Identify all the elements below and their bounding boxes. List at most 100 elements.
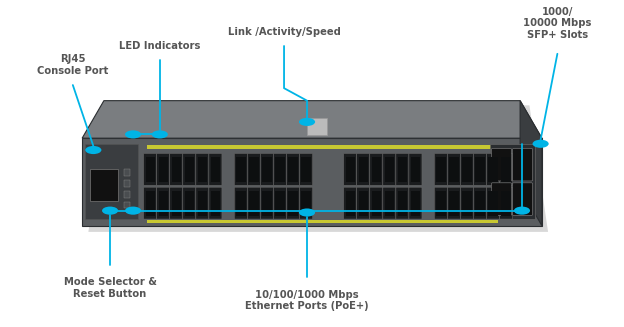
Bar [124,201,130,208]
Bar [262,157,271,182]
Bar [172,191,181,215]
Circle shape [102,207,118,215]
Bar [198,157,207,182]
Bar [490,145,535,219]
FancyBboxPatch shape [357,153,370,185]
Bar [449,191,459,215]
FancyBboxPatch shape [434,153,447,185]
FancyBboxPatch shape [396,187,409,219]
FancyBboxPatch shape [447,153,461,185]
Bar [475,191,485,215]
Bar [397,191,407,215]
FancyBboxPatch shape [409,187,422,219]
Bar [502,191,511,215]
Bar [262,191,271,215]
Bar [124,191,130,198]
Circle shape [125,130,141,138]
FancyBboxPatch shape [513,183,532,215]
Bar [185,157,194,182]
FancyBboxPatch shape [492,148,512,181]
Bar [372,191,381,215]
FancyBboxPatch shape [196,153,209,185]
Bar [462,191,472,215]
Text: RJ45
Console Port: RJ45 Console Port [37,54,109,76]
Bar [124,180,130,187]
Bar [249,191,258,215]
FancyBboxPatch shape [300,187,313,219]
Circle shape [299,118,315,126]
Bar [198,191,207,215]
FancyBboxPatch shape [157,153,170,185]
FancyBboxPatch shape [500,153,513,185]
Bar [301,191,311,215]
FancyBboxPatch shape [157,187,170,219]
Bar [82,138,542,226]
Circle shape [532,140,548,148]
Bar [384,191,394,215]
FancyBboxPatch shape [513,148,532,181]
Bar [411,191,420,215]
Text: 10/100/1000 Mbps
Ethernet Ports (PoE+): 10/100/1000 Mbps Ethernet Ports (PoE+) [245,290,369,311]
FancyBboxPatch shape [409,153,422,185]
Bar [359,191,368,215]
FancyBboxPatch shape [357,187,370,219]
FancyBboxPatch shape [260,153,273,185]
Bar [462,157,472,182]
FancyBboxPatch shape [183,153,196,185]
Bar [436,191,446,215]
Bar [147,145,499,149]
Bar [124,169,130,176]
Bar [489,191,498,215]
Bar [301,157,311,182]
Bar [275,191,285,215]
Text: Mode Selector &
Reset Button: Mode Selector & Reset Button [64,277,157,299]
FancyBboxPatch shape [344,153,357,185]
Bar [346,157,355,182]
Circle shape [85,146,102,154]
Bar [288,191,298,215]
FancyBboxPatch shape [396,153,409,185]
Bar [397,157,407,182]
FancyBboxPatch shape [235,153,247,185]
Polygon shape [82,101,542,138]
Bar [384,157,394,182]
FancyBboxPatch shape [286,187,300,219]
FancyBboxPatch shape [383,153,396,185]
FancyBboxPatch shape [273,187,286,219]
Circle shape [125,207,141,215]
Bar [502,157,511,182]
Polygon shape [89,105,548,232]
Bar [211,191,220,215]
Bar [147,220,499,222]
FancyBboxPatch shape [170,153,183,185]
Circle shape [152,130,168,138]
Bar [211,157,220,182]
FancyBboxPatch shape [370,187,383,219]
Bar [158,191,168,215]
Bar [145,191,155,215]
Bar [288,157,298,182]
Bar [307,118,327,135]
FancyBboxPatch shape [170,187,183,219]
FancyBboxPatch shape [144,153,157,185]
Bar [90,169,117,201]
Bar [411,157,420,182]
FancyBboxPatch shape [144,187,157,219]
Bar [489,157,498,182]
Bar [145,157,155,182]
FancyBboxPatch shape [286,153,300,185]
Bar [85,145,138,219]
FancyBboxPatch shape [209,187,222,219]
Text: Link /Activity/Speed: Link /Activity/Speed [228,26,341,37]
FancyBboxPatch shape [447,187,461,219]
Bar [249,157,258,182]
FancyBboxPatch shape [474,153,487,185]
FancyBboxPatch shape [260,187,273,219]
Bar [359,157,368,182]
FancyBboxPatch shape [383,187,396,219]
FancyBboxPatch shape [492,183,512,215]
FancyBboxPatch shape [370,153,383,185]
FancyBboxPatch shape [474,187,487,219]
Circle shape [514,207,530,215]
FancyBboxPatch shape [183,187,196,219]
